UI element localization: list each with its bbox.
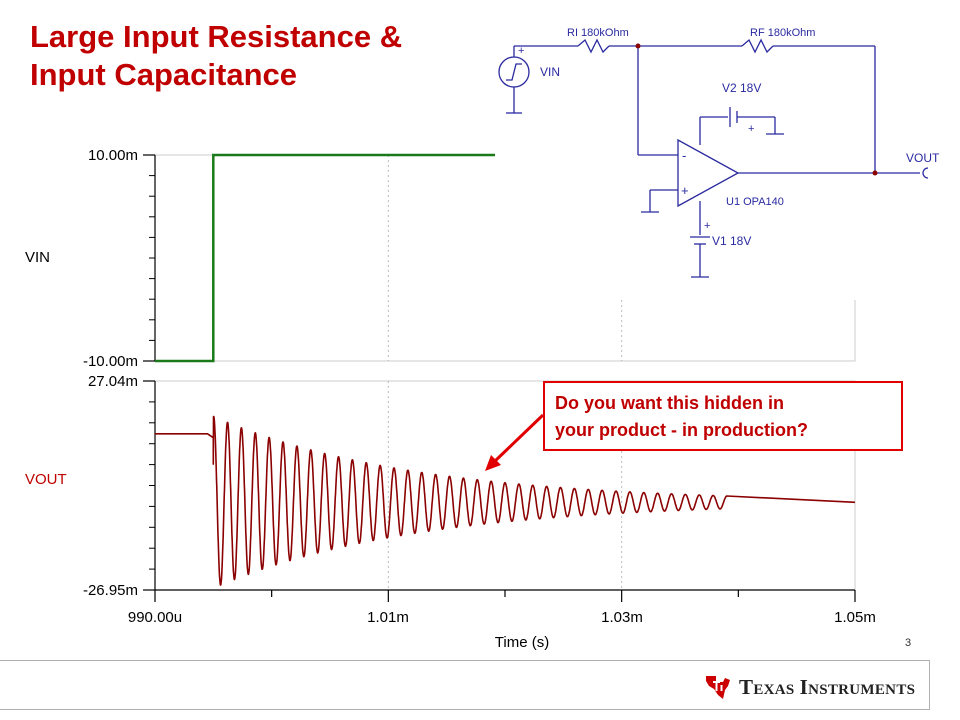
slide-title-line-1: Large Input Resistance & xyxy=(30,19,403,54)
vin-plus-sign: + xyxy=(518,45,524,57)
vout-terminal xyxy=(922,167,929,179)
vin-ylabel: VIN xyxy=(25,249,50,266)
opamp-body xyxy=(677,138,740,208)
vin-source-label: VIN xyxy=(540,65,560,79)
vin-ytick-label-bottom: -10.00m xyxy=(83,353,138,370)
callout-line-2: your product - in production? xyxy=(555,420,808,440)
ti-logo: TEXAS INSTRUMENTS xyxy=(703,672,915,702)
ti-wordmark-t: T xyxy=(739,674,754,699)
vout-trace xyxy=(155,415,856,586)
callout-arrow xyxy=(485,413,545,471)
callout-arrow-shaft xyxy=(492,413,545,464)
schematic-background xyxy=(495,10,960,300)
footer-bar xyxy=(0,660,930,710)
xtick-label-0: 990.00u xyxy=(128,609,182,626)
xtick-label-2: 1.03m xyxy=(601,609,643,626)
ti-wordmark-i: I xyxy=(799,674,809,699)
ti-state-icon xyxy=(706,676,730,699)
node-dot-output xyxy=(872,170,878,176)
page-number: 3 xyxy=(905,637,912,649)
vin-step-glyph xyxy=(506,63,522,81)
xtick-label-3: 1.05m xyxy=(834,609,876,626)
vin-grid xyxy=(387,155,623,361)
x-axis-label: Time (s) xyxy=(495,634,549,651)
callout-arrow-head xyxy=(485,455,501,471)
opamp-plus-sign: + xyxy=(681,183,689,198)
vout-minor-ticks xyxy=(149,401,155,570)
vout-plot: 27.04m -26.95m VOUT 990.00u 1.01m 1.03m … xyxy=(25,373,876,651)
callout-line-1: Do you want this hidden in xyxy=(555,393,784,413)
rf-resistor xyxy=(741,38,774,54)
opamp-minus-sign: - xyxy=(682,148,686,163)
chart-canvas: 10.00m -10.00m VIN 27.04m -26.95m VOUT 9… xyxy=(25,10,960,651)
u1-label: U1 OPA140 xyxy=(726,196,784,208)
v2-plus-sign: + xyxy=(748,123,754,135)
ri-label: RI 180kOhm xyxy=(567,27,629,39)
vin-ytick-label-top: 10.00m xyxy=(88,147,138,164)
slide-title-line-2: Input Capacitance xyxy=(30,57,297,92)
xtick-label-1: 1.01m xyxy=(367,609,409,626)
schematic: RI 180kOhm RF 180kOhm VIN + V2 18V + V1 … xyxy=(495,10,960,300)
x-ticks xyxy=(154,590,856,602)
ti-wordmark-exas: EXAS xyxy=(753,681,795,698)
callout-box: Do you want this hidden in your product … xyxy=(543,381,903,451)
rf-label: RF 180kOhm xyxy=(750,27,815,39)
node-dot-input xyxy=(635,43,641,49)
v1-plus-sign: + xyxy=(704,220,710,232)
v2-label: V2 18V xyxy=(722,81,761,95)
ti-wordmark: TEXAS INSTRUMENTS xyxy=(739,675,915,700)
vin-minor-ticks xyxy=(149,175,155,341)
vout-ytick-label-top: 27.04m xyxy=(88,373,138,390)
vout-ytick-label-bottom: -26.95m xyxy=(83,582,138,599)
vout-terminal-label: VOUT xyxy=(906,151,940,165)
slide-title: Large Input Resistance & Input Capacitan… xyxy=(30,18,402,94)
ri-resistor xyxy=(577,38,610,54)
ti-wordmark-nstruments: NSTRUMENTS xyxy=(808,681,916,698)
vout-ylabel: VOUT xyxy=(25,471,67,488)
v1-label: V1 18V xyxy=(712,234,751,248)
